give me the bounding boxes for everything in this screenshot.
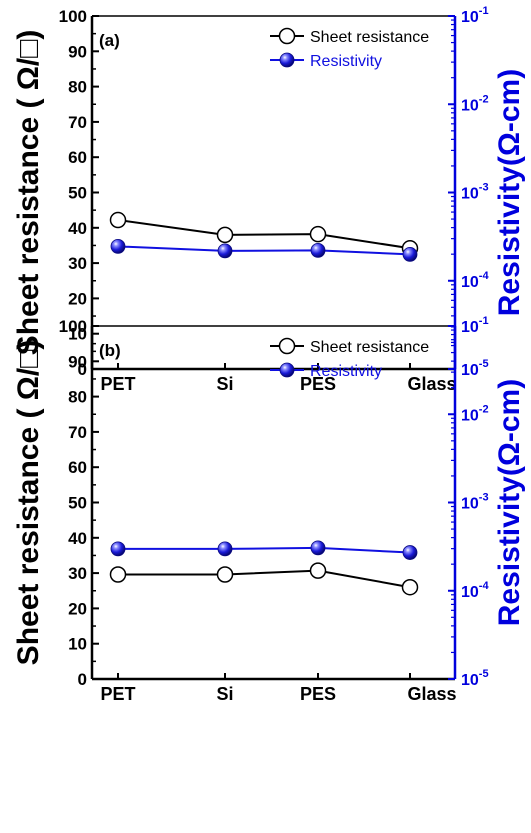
x-tick-label: PET [100,684,135,704]
resistivity-point [110,541,126,557]
resistivity-point [217,243,233,259]
right-tick-label: 10-1 [461,315,489,336]
chart-panel-a: 0 10 20 30 40 50 60 70 80 90 100 10-5 10-4 10-3 10-2 10… [12,5,526,394]
resistivity-line [118,546,411,554]
left-tick-label: 80 [68,78,87,97]
sheet-resistance-point [309,562,327,579]
left-tick-label: 10 [68,325,87,344]
right-tick-label: 10-3 [461,182,489,203]
panel-label: (a) [99,31,120,50]
left-tick-label: 70 [68,113,87,132]
left-tick-label: 100 [59,7,87,26]
left-tick-label: 60 [68,458,87,477]
x-tick-label: PES [300,684,336,704]
left-tick-label: 20 [68,599,87,618]
right-tick-label: 10-4 [461,580,489,601]
resistivity-point [110,239,126,254]
legend-label-resistivity: Resistivity [310,53,382,70]
left-tick-label: 40 [68,529,87,548]
left-axis-title: Sheet resistance ( Ω/□) [12,30,45,356]
resistivity-line [117,245,411,256]
right-tick-label: 10-2 [461,403,489,424]
sheet-resistance-line [118,569,411,589]
legend-label-sheet-resistance: Sheet resistance [310,29,429,46]
right-tick-label: 10-3 [461,492,489,513]
right-tick-label: 10-1 [461,5,489,26]
left-tick-label: 50 [68,494,87,513]
resistivity-point [310,540,326,556]
right-tick-label: 10-4 [461,270,489,291]
sheet-resistance-point [109,211,127,229]
legend-label-resistivity: Resistivity [310,363,382,380]
right-tick-label: 10-2 [461,93,489,114]
chart-panel-b: 010203040506070809010010-510-410-310-210… [12,315,526,704]
x-tick-label: PES [300,374,336,394]
x-tick-label: Glass [407,684,456,704]
right-tick-label: 10-5 [461,358,489,379]
sheet-resistance-point [401,578,419,596]
legend-label-sheet-resistance: Sheet resistance [310,339,429,356]
left-tick-label: 100 [59,317,87,336]
resistivity-point [402,545,418,560]
legend-marker-resistivity [279,52,295,68]
resistivity-point [310,242,326,258]
right-tick-label: 10-5 [461,668,489,689]
left-axis-title: Sheet resistance ( Ω/□) [12,340,45,666]
left-tick-label: 0 [78,360,87,379]
panel-label: (b) [99,341,121,360]
left-tick-label: 50 [68,184,87,203]
x-tick-label: Si [216,684,233,704]
left-tick-label: 90 [68,352,87,371]
resistivity-point [402,246,418,262]
legend-marker-sheet-resistance [278,27,296,45]
sheet-resistance-point [216,566,234,583]
left-tick-label: 30 [68,564,87,583]
x-tick-label: PET [100,374,135,394]
left-tick-label: 0 [78,670,87,689]
sheet-resistance-line [117,219,411,250]
sheet-resistance-point [309,225,327,243]
left-tick-label: 30 [68,254,87,273]
left-tick-label: 20 [68,289,87,308]
resistivity-point [217,541,233,557]
x-tick-label: Si [216,374,233,394]
sheet-resistance-point [216,226,234,244]
sheet-resistance-point [109,566,127,583]
x-tick-label: Glass [407,374,456,394]
left-tick-label: 90 [68,42,87,61]
left-tick-label: 80 [68,388,87,407]
left-tick-label: 70 [68,423,87,442]
left-tick-label: 10 [68,635,87,654]
right-axis-title: Resistivity(Ω-cm) [493,69,526,316]
left-tick-label: 40 [68,219,87,238]
right-axis-title: Resistivity(Ω-cm) [493,379,526,626]
legend-marker-sheet-resistance [278,337,296,355]
legend-marker-resistivity [279,362,295,378]
left-tick-label: 60 [68,148,87,167]
